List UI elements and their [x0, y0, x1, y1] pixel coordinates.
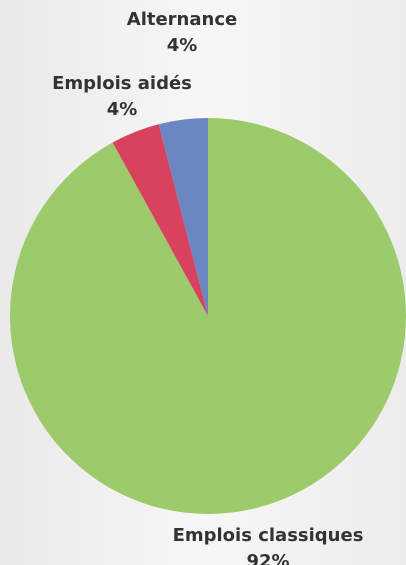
slice-value-label: 4%	[107, 99, 138, 120]
slice-label: Emplois classiques	[173, 525, 364, 546]
pie-slice	[158, 118, 208, 316]
pie-slice	[9, 118, 406, 514]
slice-label: Alternance	[127, 9, 237, 30]
pie-slice	[112, 124, 208, 316]
slice-value-label: 4%	[167, 35, 198, 56]
slice-value-label: 92%	[246, 551, 289, 565]
slice-label: Emplois aidés	[52, 73, 192, 94]
